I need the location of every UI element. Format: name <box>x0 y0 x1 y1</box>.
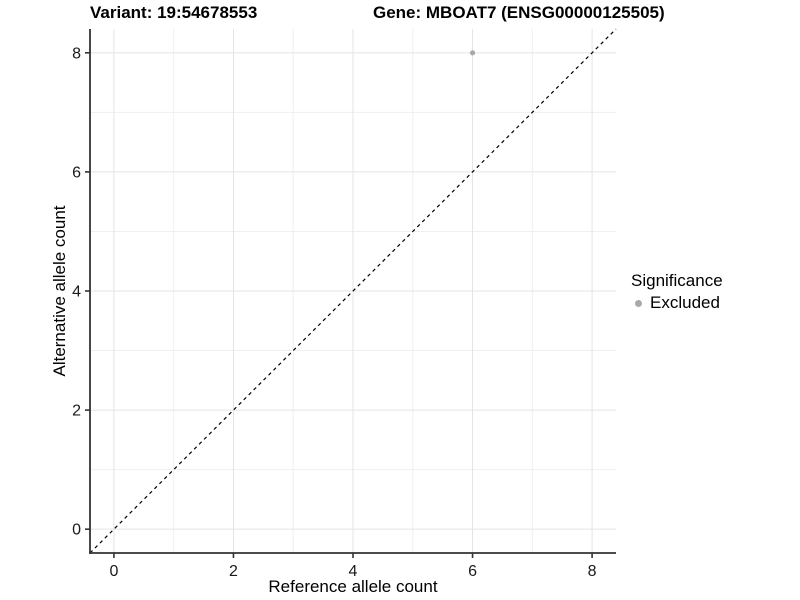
identity-reference-line <box>89 28 617 554</box>
legend-item-label: Excluded <box>650 293 720 312</box>
y-axis-title: Alternative allele count <box>50 205 69 377</box>
y-tick-label: 2 <box>72 403 81 420</box>
y-tick-label: 4 <box>72 284 81 301</box>
x-tick-label: 6 <box>468 563 477 580</box>
legend-item-excluded: Excluded <box>631 293 723 313</box>
x-tick-label: 8 <box>588 563 597 580</box>
y-tick-label: 0 <box>72 522 81 539</box>
x-tick-label: 0 <box>109 563 118 580</box>
gene-title: Gene: MBOAT7 (ENSG00000125505) <box>373 3 665 22</box>
data-point <box>469 50 476 56</box>
variant-title: Variant: 19:54678553 <box>90 3 258 22</box>
legend-key-dot-icon <box>635 299 642 307</box>
x-tick-label: 2 <box>229 563 238 580</box>
x-tick-label: 4 <box>349 563 358 580</box>
y-tick-label: 6 <box>72 164 81 181</box>
legend-title: Significance <box>631 271 723 290</box>
legend: Significance Excluded <box>631 271 723 313</box>
x-axis-title: Reference allele count <box>268 577 438 596</box>
y-tick-label: 8 <box>72 45 81 62</box>
